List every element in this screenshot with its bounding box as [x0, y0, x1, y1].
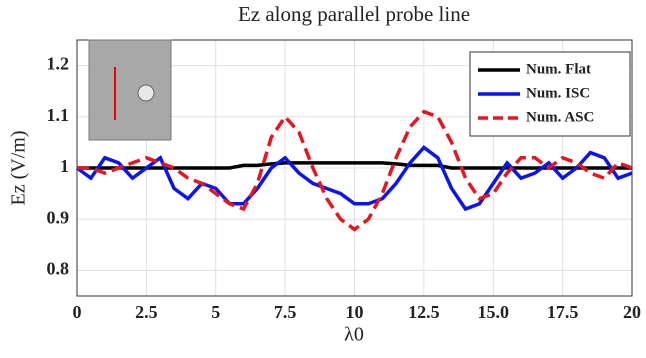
inset-scatterer — [138, 85, 154, 101]
x-tick-label: 7.5 — [274, 302, 297, 322]
y-tick-label: 1.1 — [47, 105, 70, 125]
y-tick-label: 1 — [60, 156, 69, 176]
legend-label: Num. Flat — [526, 61, 591, 77]
y-tick-label: 1.2 — [47, 54, 70, 74]
x-axis-label: λ0 — [344, 324, 364, 346]
y-tick-label: 0.8 — [47, 259, 70, 279]
legend-label: Num. ASC — [526, 109, 594, 125]
x-tick-label: 20 — [623, 302, 641, 322]
x-tick-label: 17.5 — [547, 302, 579, 322]
inset-image — [89, 40, 171, 140]
chart-title: Ez along parallel probe line — [238, 2, 470, 26]
y-axis-label: Ez (V/m) — [8, 131, 30, 206]
legend-label: Num. ISC — [526, 85, 590, 101]
x-tick-label: 2.5 — [135, 302, 158, 322]
y-tick-label: 0.9 — [47, 207, 70, 227]
x-tick-label: 10 — [346, 302, 364, 322]
x-tick-label: 15.0 — [478, 302, 510, 322]
chart: Ez along parallel probe line λ0 Ez (V/m)… — [0, 0, 646, 353]
x-tick-label: 12.5 — [408, 302, 440, 322]
page: Ez along parallel probe line λ0 Ez (V/m)… — [0, 0, 646, 358]
x-tick-label: 0 — [73, 302, 82, 322]
x-tick-label: 5 — [211, 302, 220, 322]
